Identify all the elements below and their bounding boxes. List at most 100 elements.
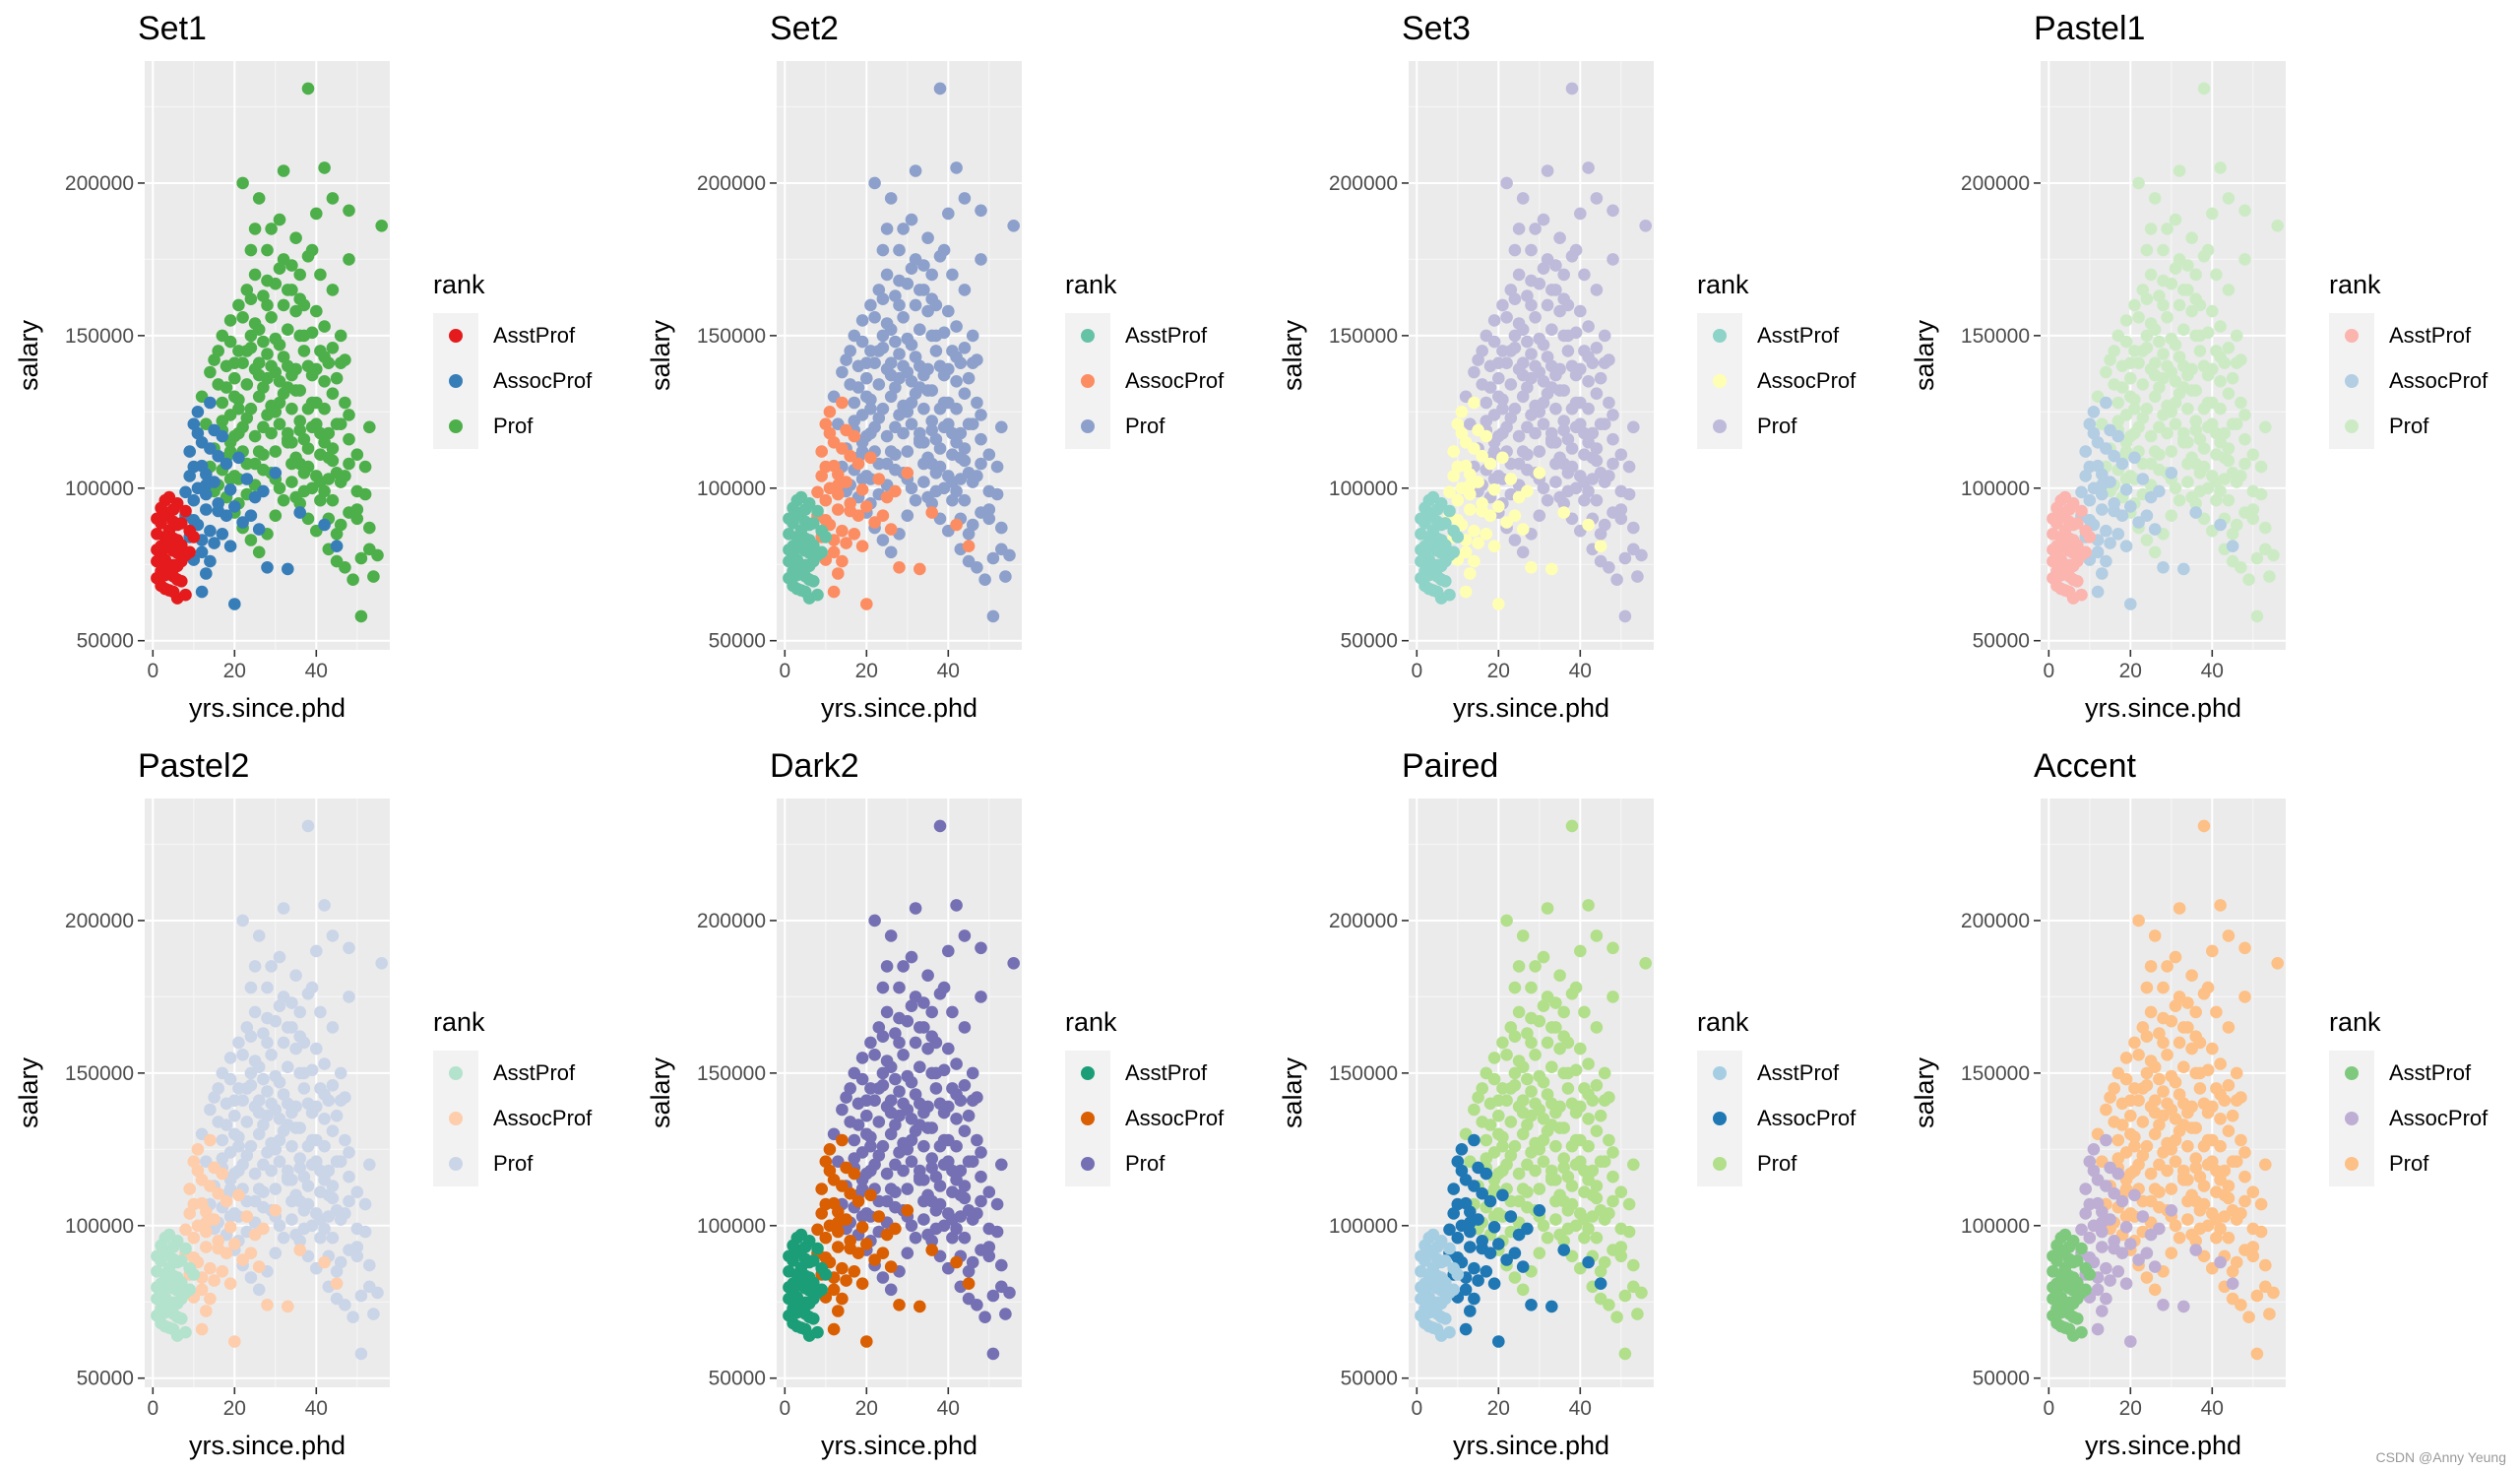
y-tick-label: 150000 [1329,1062,1398,1085]
data-point-prof [350,1185,364,1198]
data-point-prof [228,1167,241,1181]
legend-key-symbol [449,374,463,388]
data-point-prof [1578,476,1591,488]
x-tick-label: 20 [1487,660,1510,682]
data-point-prof [2235,470,2247,482]
data-point-assocprof [240,473,254,485]
data-point-assocprof [864,1188,877,1202]
data-point-prof [2169,213,2182,226]
data-point-prof [946,1005,959,1019]
data-point-prof [1590,454,1604,468]
data-point-prof [1549,476,1562,488]
data-point-prof [1487,1210,1501,1223]
data-point-prof [962,371,976,385]
data-point-asstprof [179,1325,192,1339]
data-point-prof [1594,1109,1607,1122]
data-point-asstprof [819,1268,833,1281]
data-point-prof [2206,304,2219,318]
data-point-assocprof [187,1251,201,1264]
data-point-prof [2136,284,2150,296]
data-point-prof [297,345,311,357]
x-tick-label: 0 [779,660,790,682]
chart-title: Set1 [138,10,207,47]
data-point-prof [2157,1085,2170,1098]
data-point-assocprof [819,493,833,507]
data-point-prof [917,996,930,1009]
data-point-prof [1496,1130,1509,1144]
data-point-prof [1610,1311,1623,1323]
data-point-prof [310,396,323,410]
data-point-prof [855,1146,869,1159]
data-point-assocprof [2100,1133,2112,1147]
data-point-prof [1549,436,1562,449]
data-point-prof [305,326,319,340]
data-point-prof [2222,1124,2236,1137]
data-point-assocprof [851,1194,865,1208]
data-point-assocprof [282,562,294,576]
x-axis-title: yrs.since.phd [821,1431,977,1460]
data-point-prof [2210,1185,2223,1198]
data-point-prof [868,420,881,434]
data-point-prof [2193,345,2207,357]
data-point-assocprof [223,540,237,552]
data-point-prof [1525,243,1538,257]
data-point-assocprof [1533,1204,1546,1217]
data-point-assocprof [2119,1221,2133,1234]
data-point-assocprof [851,1247,865,1259]
data-point-prof [2250,1347,2264,1361]
legend-label: AssocProf [1757,1106,1857,1130]
data-point-prof [273,213,286,226]
y-tick-label: 100000 [697,1215,766,1238]
data-point-prof [252,1094,266,1107]
data-point-assocprof [855,540,869,552]
data-point-prof [2201,1158,2215,1172]
data-point-prof [285,1174,298,1186]
data-point-prof [2124,1167,2137,1181]
data-point-prof [314,1213,327,1226]
data-point-prof [2169,375,2182,388]
data-point-prof [2189,1121,2202,1134]
data-point-prof [240,1116,254,1128]
data-point-prof [297,1082,311,1095]
data-point-prof [2177,323,2190,337]
data-point-prof [334,356,347,370]
data-point-assocprof [901,467,914,480]
data-point-prof [1537,950,1550,964]
y-axis-title: salary [1910,1056,1939,1128]
data-point-prof [293,1121,307,1134]
data-point-prof [2222,929,2236,942]
data-point-prof [868,1049,881,1061]
data-point-asstprof [2050,501,2063,515]
data-point-prof [2157,371,2170,385]
data-point-prof [2235,1133,2247,1147]
data-point-asstprof [1443,1242,1456,1255]
data-point-prof [318,436,331,449]
data-point-asstprof [802,559,816,573]
data-point-prof [844,345,856,357]
data-point-assocprof [2111,1167,2125,1181]
data-point-prof [232,345,245,357]
data-point-asstprof [1434,1297,1448,1311]
data-point-prof [929,1082,943,1095]
data-point-asstprof [2071,1312,2084,1325]
data-point-assocprof [1487,540,1501,552]
data-point-prof [872,284,886,296]
data-point-prof [851,1119,865,1131]
data-point-prof [971,1207,983,1220]
data-point-prof [946,448,959,462]
data-point-prof [921,304,934,318]
data-point-assocprof [1447,445,1460,458]
data-point-prof [2201,1063,2215,1077]
data-point-prof [318,1174,331,1186]
data-point-prof [1553,490,1566,504]
data-point-prof [2226,1109,2239,1122]
data-point-prof [252,356,266,370]
data-point-prof [2222,192,2236,205]
data-point-prof [2165,406,2178,418]
data-point-prof [2119,1210,2133,1223]
